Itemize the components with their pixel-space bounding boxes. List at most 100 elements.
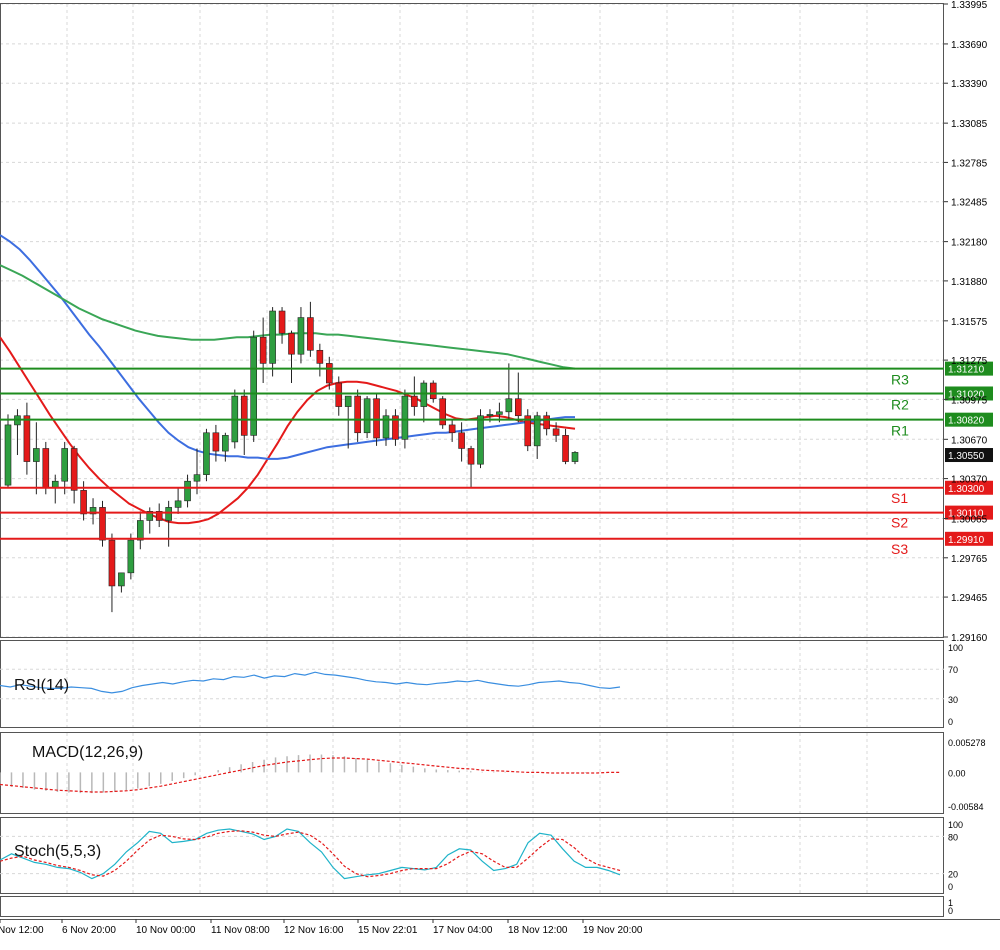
price-tick-label: 1.30065	[951, 515, 988, 526]
candle-body	[222, 435, 229, 452]
candle-body	[458, 432, 465, 449]
candle-body	[448, 424, 456, 434]
candle-body	[288, 332, 295, 355]
rsi-title: RSI(14)	[14, 677, 69, 694]
rsi-tick-label: 70	[948, 665, 958, 675]
candle-body	[411, 395, 418, 407]
stoch-tick-label: 100	[948, 820, 963, 830]
level-name-r3: R3	[891, 372, 909, 388]
stoch-main-line	[0, 828, 621, 880]
candle-body	[240, 395, 248, 436]
candle-body	[467, 448, 475, 465]
candle-body	[297, 317, 305, 355]
candle-body	[477, 415, 484, 465]
level-name-s1: S1	[891, 490, 908, 506]
macd-pane: 0.005278 0.00 -0.00584	[0, 738, 986, 812]
extra-pane-ticks: 1 0	[948, 898, 953, 916]
candle-body	[514, 398, 522, 417]
level-name-r1: R1	[891, 423, 909, 439]
price-tick-label: 1.31275	[951, 356, 988, 367]
candle-body	[259, 336, 267, 364]
candle-body	[212, 432, 220, 452]
price-tick-label: 1.29465	[951, 593, 988, 604]
candle-body	[108, 539, 116, 587]
candle-body	[354, 395, 361, 434]
rsi-tick-label: 100	[948, 643, 963, 653]
macd-tick-label: -0.00584	[948, 802, 984, 812]
candle-body	[382, 415, 390, 439]
time-tick-label: 10 Nov 00:00	[136, 925, 196, 936]
candle-body	[392, 415, 399, 440]
price-tick-label: 1.32785	[951, 158, 988, 169]
candle-body	[250, 336, 257, 436]
candle-body	[429, 382, 437, 400]
candle-body	[363, 398, 371, 434]
price-tick-label: 1.30975	[951, 395, 988, 406]
time-tick-label: 17 Nov 04:00	[433, 925, 493, 936]
price-tick-label: 1.30370	[951, 475, 988, 486]
candle-body	[562, 435, 569, 462]
level-price-label: 1.31210	[948, 365, 985, 376]
candle-body	[307, 317, 314, 351]
candle-body	[127, 539, 135, 574]
candle-body	[146, 511, 154, 521]
candle-body	[80, 490, 87, 515]
macd-tick-label: 0.005278	[948, 738, 986, 748]
price-tick-label: 1.33995	[951, 0, 988, 11]
candle-body	[373, 398, 380, 439]
rsi-tick-label: 0	[948, 717, 953, 727]
macd-title: MACD(12,26,9)	[32, 744, 143, 761]
candle-body	[439, 398, 447, 426]
candle-body	[505, 398, 513, 413]
level-name-s3: S3	[891, 541, 908, 557]
candle-body	[571, 452, 579, 462]
price-tick-label: 1.29765	[951, 554, 988, 565]
price-tick-label: 1.29160	[951, 633, 988, 644]
candle-body	[269, 310, 276, 364]
candle-body	[174, 500, 182, 508]
pivot-levels: R3 1.31210 R2 1.31020 R1 1.30820 S1 1.30300 S2 1.…	[0, 361, 993, 557]
stoch-signal-line	[0, 830, 621, 878]
time-tick-label: 11 Nov 08:00	[211, 925, 270, 936]
candle-body	[23, 415, 31, 462]
time-tick-label: 12 Nov 16:00	[284, 925, 344, 936]
candle-body	[420, 382, 428, 407]
candle-body	[193, 474, 201, 482]
price-tick-label: 1.33690	[951, 40, 988, 51]
level-price-label: 1.30300	[948, 484, 985, 495]
level-price-label: 1.31020	[948, 389, 985, 400]
price-tick-label: 1.33390	[951, 79, 988, 90]
price-axis: 1.33995 1.33690 1.33390 1.33085 1.32785 1.324…	[944, 0, 988, 644]
time-tick-label: 6 Nov 20:00	[62, 925, 116, 936]
candle-body	[486, 414, 494, 417]
candle-body	[543, 415, 550, 430]
candle-body	[4, 424, 12, 486]
price-tick-label: 1.32485	[951, 198, 988, 209]
level-price-tag	[945, 480, 993, 495]
stoch-tick-label: 80	[948, 832, 958, 842]
candle-body	[278, 310, 286, 334]
rsi-line	[0, 671, 621, 694]
candle-body	[33, 448, 40, 462]
level-price-tag	[945, 531, 993, 546]
candle-body	[203, 432, 210, 475]
macd-tick-label: 0.00	[948, 768, 966, 778]
svg-text:0: 0	[948, 906, 953, 916]
price-tick-label: 1.31575	[951, 317, 988, 328]
time-tick-label: 15 Nov 22:01	[358, 925, 418, 936]
candle-body	[496, 411, 503, 415]
macd-signal-line	[0, 757, 620, 793]
candle-body	[344, 395, 352, 407]
time-tick-label: Nov 12:00	[0, 925, 44, 936]
candle-body	[99, 507, 106, 541]
rsi-tick-label: 30	[948, 695, 958, 705]
level-price-label: 1.30110	[948, 509, 984, 520]
stoch-tick-label: 0	[948, 882, 953, 892]
candle-body	[155, 511, 163, 521]
candle-body	[335, 382, 343, 407]
candle-body	[524, 415, 532, 447]
candle-body	[61, 448, 69, 482]
candle-body	[316, 349, 324, 364]
candle-body	[533, 415, 541, 447]
